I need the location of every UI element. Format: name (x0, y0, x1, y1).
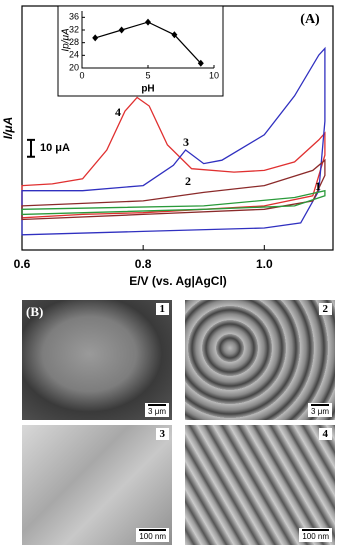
scale-bar-label: 10 μA (40, 142, 70, 154)
scale-label: 3 μm (311, 407, 329, 416)
image-number: 3 (155, 428, 169, 440)
inset-frame (57, 5, 224, 97)
panel-label: (A) (300, 12, 320, 27)
scale-bar: 3 μm (308, 403, 332, 417)
x-tick-label: 0 (79, 70, 84, 80)
tem-image: 3 100 nm (22, 425, 172, 545)
image-number: 4 (318, 428, 332, 440)
inset-marker (118, 26, 125, 34)
cv-curve (21, 46, 326, 236)
panel-a: (A) E/V (vs. Ag|AgCl) I/μA pH Ip/μA 0.6 0… (1, 5, 334, 288)
cv-curve (21, 189, 326, 216)
y-tick-label: 20 (69, 62, 79, 72)
y-tick-label: 36 (69, 12, 79, 22)
scale-label: 100 nm (302, 532, 329, 541)
sem-image: 1 3 μm (22, 300, 172, 420)
x-tick-label: 0.8 (135, 257, 152, 271)
scale-bar: 100 nm (299, 528, 332, 542)
scale-bar (27, 138, 35, 158)
inset-marker (197, 59, 204, 67)
scale-label: 3 μm (148, 407, 166, 416)
y-axis-label: I/μA (1, 117, 15, 140)
curve-label: 4 (115, 105, 121, 119)
x-tick-label: 1.0 (256, 257, 273, 271)
y-tick-label: 28 (69, 37, 79, 47)
curve-label: 2 (185, 174, 191, 188)
scale-bar: 3 μm (145, 403, 169, 417)
x-tick-label: 5 (145, 70, 150, 80)
inset-marker (145, 18, 151, 26)
sem-image: 2 3 μm (185, 300, 335, 420)
inset-marker (171, 31, 178, 39)
inset-y-label: Ip/μA (61, 28, 72, 52)
image-number: 2 (318, 303, 332, 315)
x-tick-label: 10 (209, 70, 219, 80)
panel-label: (B) (26, 304, 44, 319)
y-tick-label: 24 (69, 50, 79, 60)
inset-x-label: pH (141, 84, 154, 95)
inset-marker (92, 34, 99, 42)
scale-bar: 100 nm (136, 528, 169, 542)
cv-curve (21, 96, 326, 219)
scale-label: 100 nm (139, 532, 166, 541)
x-tick-label: 0.6 (14, 257, 31, 271)
x-axis-label: E/V (vs. Ag|AgCl) (129, 274, 227, 288)
cv-curve (21, 158, 326, 221)
tem-image: 4 100 nm (185, 425, 335, 545)
curve-label: 1 (315, 179, 321, 193)
image-number: 1 (155, 303, 169, 315)
y-tick-label: 32 (69, 24, 79, 34)
curve-label: 3 (183, 135, 189, 149)
